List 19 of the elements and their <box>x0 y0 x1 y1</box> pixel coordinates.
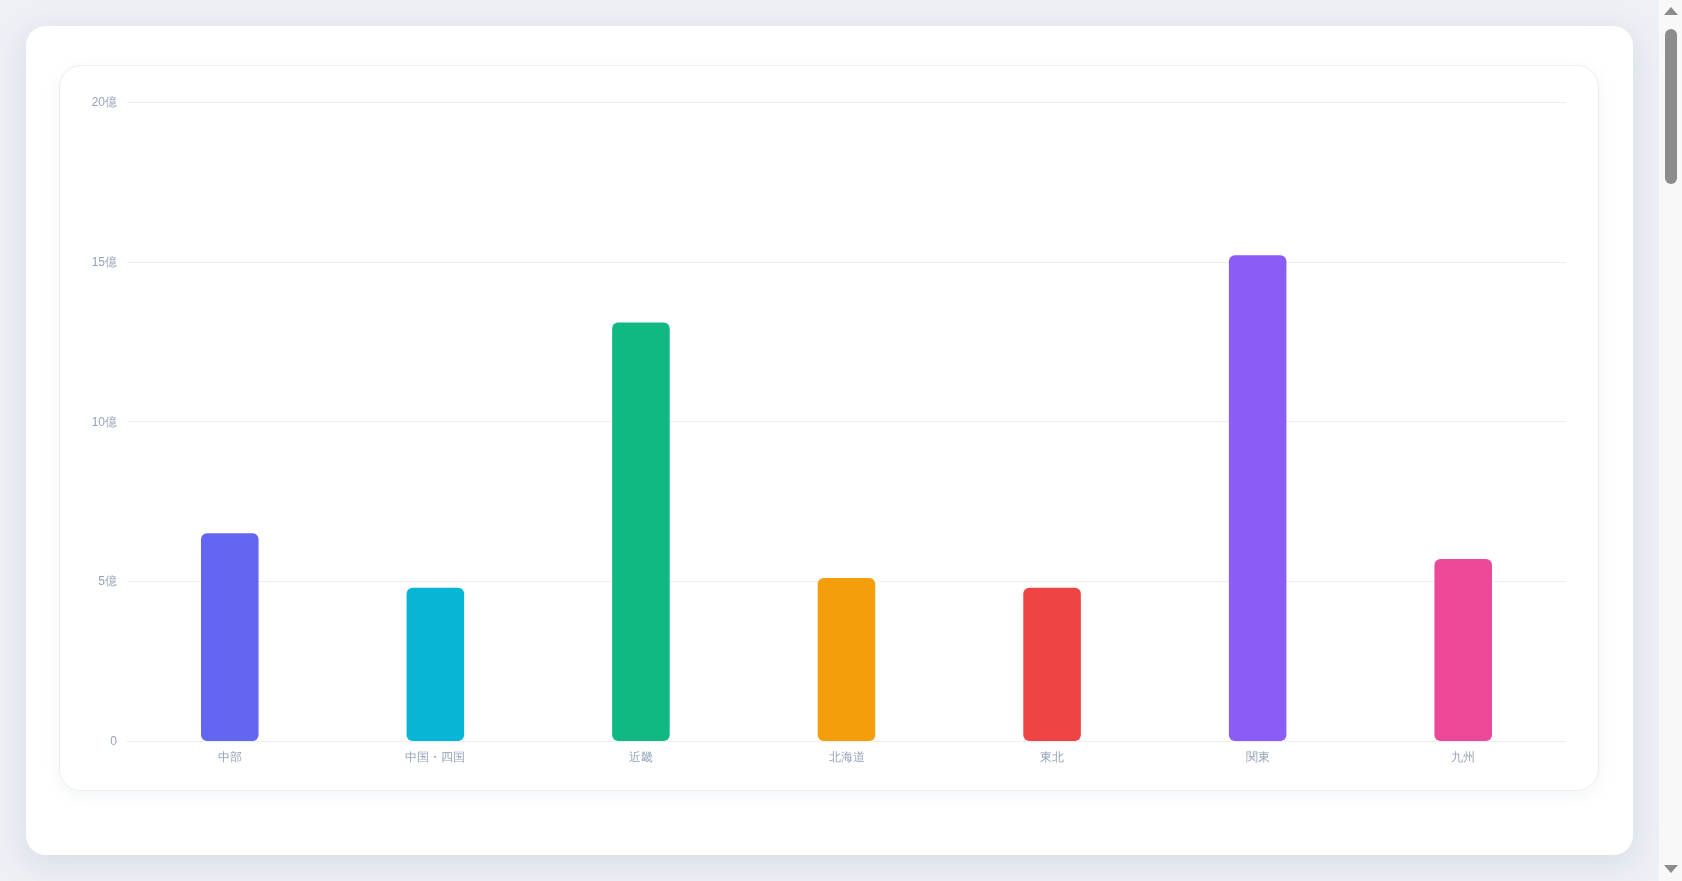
y-tick-label: 15億 <box>91 254 117 269</box>
y-tick-label: 0 <box>110 734 118 748</box>
bar <box>1023 587 1081 741</box>
x-tick-label: 近畿 <box>628 750 653 764</box>
x-tick-label: 関東 <box>1245 750 1270 764</box>
bar <box>406 587 465 741</box>
y-tick-label: 20億 <box>91 95 117 109</box>
bar <box>1434 558 1492 741</box>
bar <box>201 533 259 741</box>
x-tick-label: 九州 <box>1451 750 1476 764</box>
x-tick-label: 北海道 <box>828 750 865 764</box>
x-tick-label: 中国・四国 <box>405 750 466 764</box>
y-tick-label: 5億 <box>98 574 117 589</box>
bar <box>1228 255 1287 741</box>
bar <box>817 578 876 741</box>
x-tick-label: 東北 <box>1040 750 1065 764</box>
x-tick-label: 中部 <box>217 750 242 764</box>
y-tick-label: 10億 <box>91 414 117 429</box>
bar <box>612 322 670 741</box>
